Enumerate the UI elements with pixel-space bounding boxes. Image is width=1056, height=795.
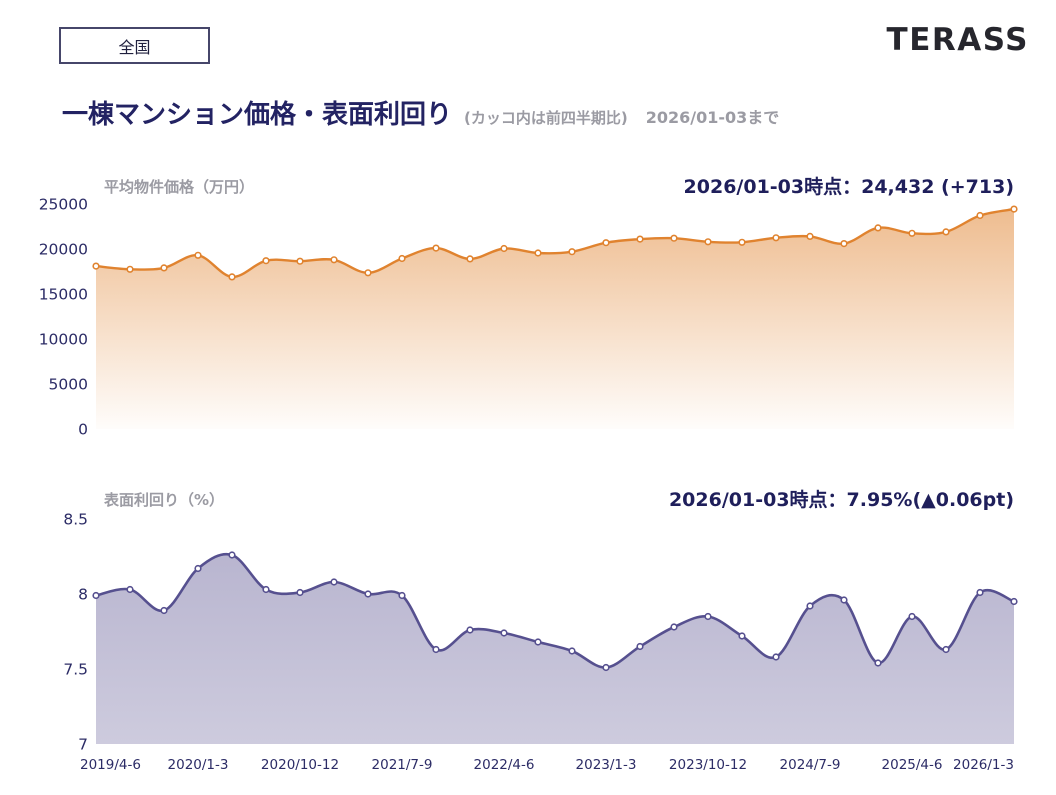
data-point-marker	[568, 248, 576, 256]
y-axis-tick: 8	[78, 586, 88, 604]
x-axis-tick: 2023/1-3	[576, 757, 637, 773]
x-axis-tick: 2023/10-12	[669, 757, 747, 773]
data-point-marker	[806, 602, 814, 610]
data-point-marker	[126, 265, 134, 273]
data-point-marker	[160, 264, 168, 272]
region-filter-badge[interactable]: 全国	[59, 27, 210, 64]
area-fill	[96, 554, 1014, 744]
data-point-marker	[398, 254, 406, 263]
data-point-marker	[602, 663, 610, 672]
data-point-marker	[262, 257, 270, 265]
data-point-marker	[908, 229, 916, 237]
title-note: (カッコ内は前四半期比)	[464, 109, 628, 127]
yield-chart-label: 表面利回り（%）	[104, 491, 225, 509]
data-point-marker	[806, 232, 814, 241]
x-axis-tick: 2024/7-9	[780, 757, 841, 773]
series-line	[94, 207, 1016, 279]
x-axis-tick: 2020/1-3	[168, 757, 229, 773]
data-point-marker	[942, 228, 950, 236]
y-axis-tick: 8.5	[63, 511, 88, 529]
data-point-marker	[194, 251, 202, 259]
y-axis-tick: 20000	[39, 241, 88, 259]
y-axis-tick: 7.5	[63, 661, 88, 679]
y-axis-tick: 5000	[49, 376, 88, 394]
data-point-marker	[466, 255, 474, 263]
title-row: 一棟マンション価格・表面利回り (カッコ内は前四半期比) 2026/01-03ま…	[62, 94, 779, 131]
price-area-chart: 0 5000 10000 15000 20000 25000	[39, 196, 1018, 439]
y-axis-tick: 25000	[39, 196, 88, 214]
x-axis-tick: 2019/4-6	[80, 757, 141, 773]
data-point-marker	[126, 585, 134, 594]
x-axis-tick: 2020/10-12	[261, 757, 339, 773]
data-point-marker	[874, 659, 882, 667]
data-point-marker	[364, 590, 372, 598]
yield-area-chart: 7 7.5 8 8.5 2019/4-6 2020/1-3 2020/10-12 2021/7…	[63, 511, 1018, 773]
data-point-marker	[398, 591, 406, 600]
data-point-marker	[670, 234, 678, 242]
data-point-marker	[874, 224, 882, 232]
price-latest-annotation: 2026/01-03時点：24,432 (+713)	[683, 176, 1014, 198]
y-axis-tick: 15000	[39, 286, 88, 304]
data-point-marker	[432, 244, 440, 252]
data-point-marker	[602, 239, 610, 247]
data-point-marker	[636, 235, 644, 243]
yield-latest-annotation: 2026/01-03時点：7.95%(▲0.06pt)	[668, 489, 1014, 511]
x-axis-tick: 2022/4-6	[474, 757, 535, 773]
y-axis-tick: 0	[78, 421, 88, 439]
data-point-marker	[1010, 205, 1018, 213]
data-point-marker	[636, 642, 644, 651]
series-line	[94, 552, 1016, 669]
data-point-marker	[772, 234, 780, 242]
data-point-marker	[296, 257, 304, 265]
x-axis-tick: 2021/7-9	[372, 757, 433, 773]
data-point-marker	[466, 626, 474, 634]
data-point-marker	[92, 262, 100, 270]
data-point-marker	[908, 612, 916, 621]
data-point-marker	[296, 588, 304, 597]
data-point-marker	[228, 273, 236, 281]
data-point-marker	[500, 244, 508, 253]
data-point-marker	[738, 632, 746, 640]
region-label: 全国	[118, 37, 151, 57]
data-point-marker	[330, 256, 338, 264]
data-point-marker	[160, 606, 168, 615]
x-axis-tick: 2026/1-3	[953, 757, 1014, 773]
x-axis-tick: 2025/4-6	[882, 757, 943, 773]
data-point-marker	[262, 585, 270, 594]
data-point-marker	[704, 612, 712, 621]
data-point-marker	[840, 596, 848, 604]
data-point-marker	[228, 551, 236, 559]
data-point-marker	[976, 588, 984, 597]
data-point-marker	[942, 645, 950, 654]
area-fill	[96, 209, 1014, 429]
data-point-marker	[976, 211, 984, 220]
data-point-marker	[534, 638, 542, 646]
data-point-marker	[840, 239, 848, 248]
data-point-marker	[534, 249, 542, 257]
y-axis-tick: 10000	[39, 331, 88, 349]
data-point-marker	[704, 238, 712, 246]
data-point-marker	[1010, 597, 1018, 606]
data-point-marker	[364, 269, 372, 277]
data-point-marker	[330, 578, 338, 586]
data-point-marker	[500, 629, 508, 637]
data-point-marker	[92, 591, 100, 600]
price-chart-label: 平均物件価格（万円）	[104, 178, 255, 196]
y-axis-tick: 7	[78, 736, 88, 754]
terass-logo: TERASS	[886, 22, 1029, 58]
data-point-marker	[432, 645, 440, 654]
data-point-marker	[738, 238, 746, 246]
data-point-marker	[772, 653, 780, 661]
data-point-marker	[670, 623, 678, 631]
data-point-marker	[194, 564, 202, 573]
title-period: 2026/01-03まで	[645, 108, 780, 127]
data-point-marker	[568, 647, 576, 655]
page-title: 一棟マンション価格・表面利回り	[62, 100, 453, 130]
